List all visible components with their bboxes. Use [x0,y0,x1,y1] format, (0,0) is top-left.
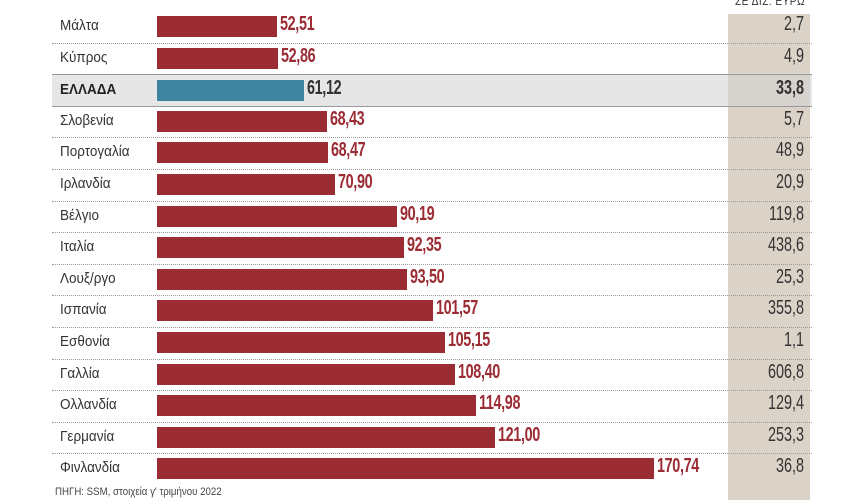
column-value: 2,7 [783,13,804,35]
category-label: Κύπρος [60,48,108,66]
category-label: Σλοβενία [60,111,114,129]
bar [157,268,408,290]
data-label: 70,90 [338,171,373,193]
category-label: Ολλανδία [60,396,117,414]
column-value: 25,3 [775,265,804,288]
chart-row: Γερμανία 121,00 253,3 [52,422,812,453]
row-separator [52,200,812,202]
bar [157,426,496,448]
data-label: 52,51 [279,13,315,35]
bar [157,300,434,322]
chart-row: ΕΛΛΑΔΑ 61,12 33,8 [52,74,812,108]
category-label: Λουξ/ργο [60,269,116,287]
data-label: 121,00 [498,423,541,446]
category-label: Μάλτα [60,17,99,34]
bar [157,395,476,417]
row-separator [52,327,812,328]
chart-row: Ιταλία 92,35 438,6 [52,232,812,263]
data-label: 68,47 [330,139,366,162]
category-label: Ιρλανδία [60,175,111,192]
category-label: Βέλγιο [60,206,100,224]
bar [157,80,305,102]
data-label: 68,43 [330,107,365,130]
row-separator [52,42,812,44]
bar [157,47,278,69]
column-value: 253,3 [767,423,804,446]
row-separator [52,453,812,455]
column-value: 606,8 [767,360,804,383]
row-separator [52,295,812,297]
column-header: ΣΕ ΔΙΣ. ΕΥΡΩ [734,0,806,8]
chart-row: Σλοβενία 68,43 5,7 [52,106,812,137]
data-label: 52,86 [280,44,316,67]
row-separator [52,169,812,170]
row-separator [52,137,812,139]
source-note: ΠΗΓΗ: SSM, στοιχεία γ' τριμήνου 2022 [55,486,222,498]
column-value: 4,9 [783,44,804,67]
data-label: 108,40 [457,360,500,383]
row-separator [52,358,812,360]
data-label: 90,19 [399,202,435,225]
bar [157,142,328,164]
bar [157,458,654,480]
bar [157,237,404,259]
chart-row: Μάλτα 52,51 2,7 [52,11,812,42]
row-separator [52,390,812,392]
column-value: 5,7 [783,107,804,130]
chart-row: Ολλανδία 114,98 129,4 [52,390,812,421]
column-value: 20,9 [775,171,804,193]
bar [157,332,445,353]
column-value: 36,8 [775,455,804,478]
data-label: 114,98 [478,392,521,415]
column-value: 438,6 [767,234,804,257]
category-label: Ιταλία [60,238,95,256]
bar [157,363,455,385]
data-label: 105,15 [447,329,490,351]
chart-row: Πορτογαλία 68,47 48,9 [52,137,812,168]
row-separator [52,263,812,265]
chart-row: Ισπανία 101,57 355,8 [52,295,812,326]
bar [157,110,328,132]
chart-row: Εσθονία 105,15 1,1 [52,327,812,358]
column-value: 1,1 [783,329,804,351]
column-value: 48,9 [775,139,804,162]
data-label: 93,50 [410,265,445,288]
column-value: 119,8 [769,202,804,225]
row-separator [52,232,812,234]
category-label: Εσθονία [60,333,110,350]
category-label: Πορτογαλία [60,143,130,161]
column-value: 33,8 [775,77,804,100]
chart-row: Λουξ/ργο 93,50 25,3 [52,264,812,295]
category-label: Ισπανία [60,301,107,319]
data-label: 101,57 [436,297,479,320]
chart-row: Βέλγιο 90,19 119,8 [52,201,812,232]
data-label: 61,12 [307,77,342,100]
category-label: ΕΛΛΑΔΑ [60,81,117,99]
data-label: 92,35 [406,234,442,257]
bar [157,205,397,227]
chart-row: Γαλλία 108,40 606,8 [52,359,812,390]
bar [157,16,277,37]
category-label: Γαλλία [60,364,100,382]
category-label: Φινλανδία [60,459,120,477]
chart-row: Ιρλανδία 70,90 20,9 [52,169,812,200]
row-separator [52,421,812,423]
column-value: 129,4 [767,392,804,415]
chart-row: Κύπρος 52,86 4,9 [52,43,812,74]
chart-row: Φινλανδία 170,74 36,8 [52,453,812,484]
data-label: 170,74 [656,455,699,478]
column-value: 355,8 [767,297,804,320]
category-label: Γερμανία [60,427,115,445]
bar [157,174,336,195]
